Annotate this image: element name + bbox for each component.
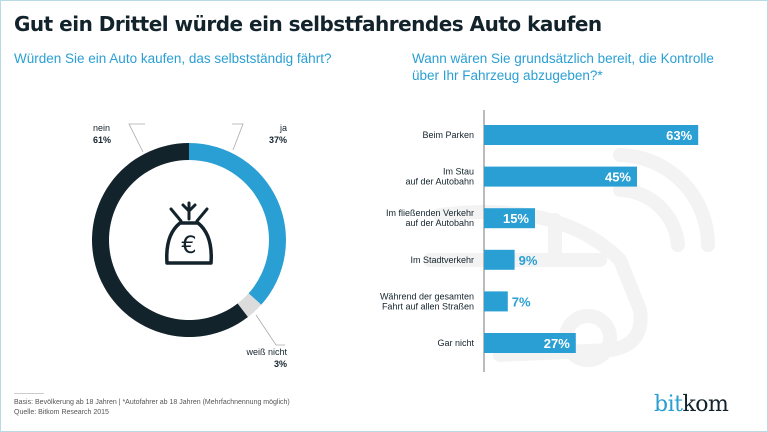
bar-category-label: Im fließenden Verkehr (386, 208, 474, 218)
logo-part-kom: kom (682, 392, 729, 417)
slice-label: ja (279, 123, 287, 133)
bar-category-label: Fahrt auf allen Straßen (382, 301, 474, 311)
bar (484, 166, 637, 187)
slice-value: 3% (274, 359, 287, 369)
bar-category-label: Im Stadtverkehr (410, 255, 474, 265)
footer-source: Quelle: Bitkom Research 2015 (14, 409, 109, 416)
bar-value-label: 45% (605, 170, 631, 185)
bar-category-label: Im Stau (443, 167, 474, 177)
bar-category-label: Gar nicht (437, 338, 474, 348)
bar-value-label: 9% (519, 253, 538, 268)
leader-line (128, 123, 145, 153)
bar-value-label: 7% (512, 294, 531, 309)
svg-text:€: € (181, 231, 196, 259)
leader-line (232, 123, 244, 151)
car-watermark-icon (423, 148, 715, 367)
donut-slice-ja (189, 143, 286, 305)
bar-question: Wann wären Sie grundsätzlich bereit, die… (412, 51, 714, 83)
logo-part-bit: bit (654, 392, 683, 417)
leader-line (255, 314, 285, 346)
bar-category-label: auf der Autobahn (405, 177, 474, 187)
slice-label: nein (93, 123, 110, 133)
bar (484, 208, 535, 229)
slice-value: 61% (93, 135, 111, 145)
footer-divider (14, 393, 44, 394)
bar-value-label: 15% (503, 211, 529, 226)
bar (484, 333, 576, 353)
money-bag-euro-icon: € (165, 201, 213, 265)
donut-chart: ja 37% nein 61% weiß nicht 3% (91, 123, 287, 369)
bar-category-label: Während der gesamten (380, 291, 474, 301)
bar (484, 249, 515, 270)
bar-value-label: 63% (666, 128, 692, 143)
chart-title: Gut ein Drittel würde ein selbstfahrende… (14, 12, 602, 36)
slice-label: weiß nicht (245, 347, 287, 357)
bar-category-label: Beim Parken (422, 130, 474, 140)
bitkom-logo: bitkom (654, 392, 729, 417)
bar (484, 125, 699, 145)
donut-slice-nein (91, 143, 248, 337)
bar (484, 291, 508, 312)
slice-value: 37% (269, 135, 287, 145)
footer-basis: Basis: Bevölkerung ab 18 Jahren | *Autof… (14, 399, 290, 406)
bar-category-label: auf der Autobahn (405, 218, 474, 228)
bar-value-label: 27% (544, 336, 570, 351)
donut-question: Würden Sie ein Auto kaufen, das selbstst… (14, 51, 332, 66)
donut-slice-weiß-nicht (237, 293, 262, 318)
